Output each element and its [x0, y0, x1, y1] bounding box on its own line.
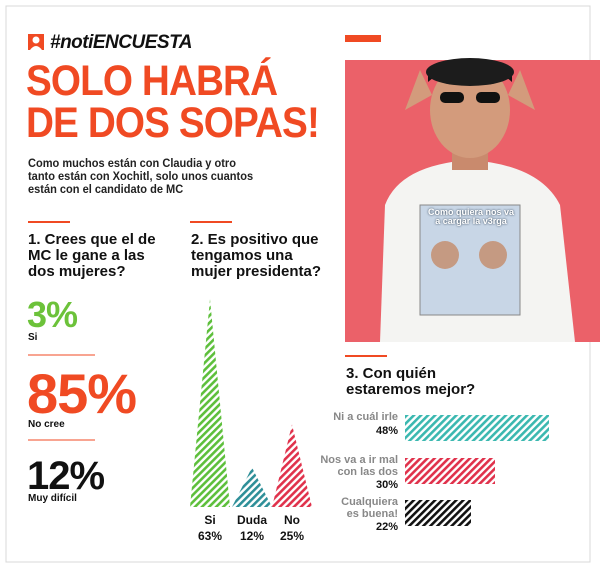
- accent-bar: [345, 35, 381, 42]
- category-label: Ni a cuál irle: [333, 411, 398, 423]
- bar-label: Cualquiera es buena! 22%: [341, 496, 398, 534]
- triangle: [232, 467, 272, 507]
- shirt-text: Como quiera nos va a cargar la v3rga: [427, 207, 515, 227]
- bar: [405, 458, 495, 484]
- answer-label: Si: [28, 332, 38, 343]
- face: [430, 62, 510, 158]
- bar: [405, 500, 471, 526]
- triangle: [272, 424, 312, 507]
- bar-label: Ni a cuál irle 48%: [333, 411, 398, 437]
- glasses: [440, 92, 464, 103]
- category-label: Si: [204, 513, 216, 527]
- value-label: 63%: [197, 529, 223, 543]
- question-title: 1. Crees que el de MC le gane a las dos …: [28, 231, 156, 280]
- chart-title: 2. Es positivo que tengamos una mujer pr…: [191, 231, 322, 280]
- hand: [508, 70, 535, 110]
- category-label: Duda: [237, 513, 267, 527]
- category-label: Nos va a ir mal con las dos: [320, 454, 398, 478]
- glasses: [476, 92, 500, 103]
- triangle: [190, 299, 230, 507]
- bar-label: Nos va a ir mal con las dos 30%: [320, 454, 398, 492]
- answer-value: 12%: [27, 454, 105, 498]
- answer-label: No cree: [28, 419, 65, 430]
- chart-title: 3. Con quién estaremos mejor?: [346, 365, 476, 398]
- logo-body: [30, 46, 42, 50]
- value-label: 30%: [375, 479, 398, 492]
- value-label: 25%: [279, 529, 305, 543]
- photo: [345, 58, 600, 342]
- category-label: No: [284, 513, 300, 527]
- answer-value: 3%: [27, 294, 78, 335]
- value-label: 12%: [239, 529, 265, 543]
- subtitle: Como muchos están con Claudia y otro tan…: [28, 156, 254, 196]
- value-label: 22%: [375, 521, 398, 534]
- headline: SOLO HABRÁ DE DOS SOPAS!: [26, 57, 320, 148]
- hashtag: #notiENCUESTA: [50, 32, 192, 53]
- answer-value: 85%: [27, 362, 137, 425]
- answer-label: Muy difícil: [28, 493, 77, 504]
- print-face: [431, 241, 459, 269]
- category-label: Cualquiera es buena!: [341, 496, 398, 520]
- value-label: 48%: [375, 424, 398, 437]
- hat-top: [426, 58, 514, 86]
- hand: [405, 70, 432, 110]
- bar: [405, 415, 549, 441]
- print-face: [479, 241, 507, 269]
- logo-head: [32, 36, 40, 44]
